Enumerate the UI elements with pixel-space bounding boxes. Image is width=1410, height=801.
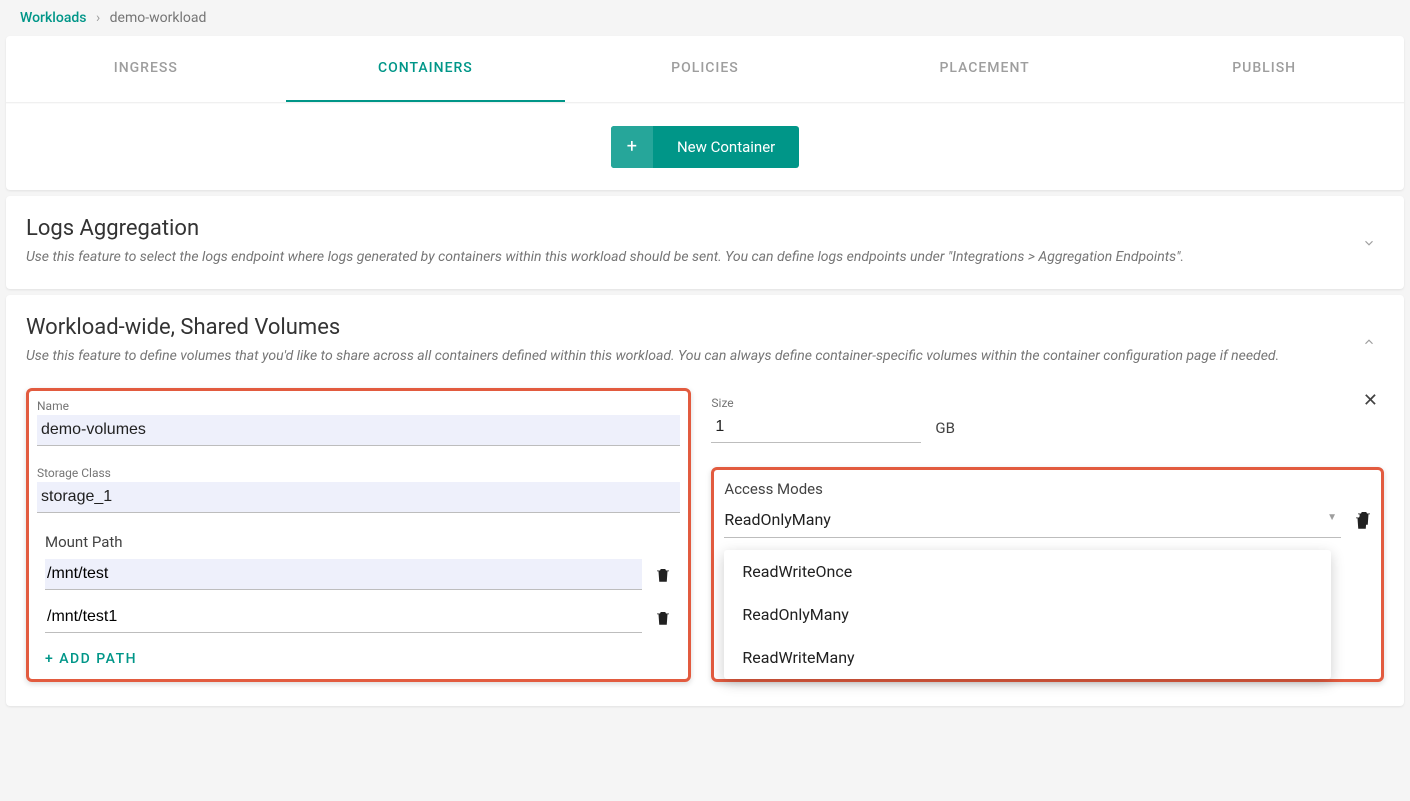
- logs-aggregation-section: Logs Aggregation Use this feature to sel…: [6, 196, 1404, 289]
- volumes-desc: Use this feature to define volumes that …: [26, 348, 1354, 364]
- plus-icon: +: [611, 126, 653, 168]
- access-modes-label: Access Modes: [724, 480, 1371, 498]
- caret-down-icon: ▼: [1327, 512, 1337, 523]
- chevron-down-icon[interactable]: [1354, 228, 1384, 262]
- storage-class-input[interactable]: [37, 482, 680, 513]
- add-path-button[interactable]: + ADD PATH: [45, 645, 672, 667]
- access-option-readwritemany[interactable]: ReadWriteMany: [724, 636, 1331, 679]
- breadcrumb: Workloads › demo-workload: [0, 0, 1410, 36]
- volume-left-panel: Name Storage Class Mount Path: [26, 388, 691, 682]
- breadcrumb-separator: ›: [96, 10, 100, 26]
- tabs-panel: INGRESS CONTAINERS POLICIES PLACEMENT PU…: [6, 36, 1404, 190]
- mount-path-input-1[interactable]: [45, 602, 642, 633]
- breadcrumb-current: demo-workload: [110, 10, 207, 26]
- mount-path-label: Mount Path: [45, 533, 672, 551]
- size-label: Size: [711, 396, 921, 410]
- logs-desc: Use this feature to select the logs endp…: [26, 249, 1354, 265]
- tab-placement[interactable]: PLACEMENT: [845, 36, 1125, 102]
- access-modes-dropdown: ReadWriteOnce ReadOnlyMany ReadWriteMany: [724, 550, 1331, 679]
- trash-icon[interactable]: [1355, 508, 1373, 528]
- new-container-button[interactable]: + New Container: [611, 126, 800, 168]
- size-unit: GB: [935, 419, 955, 443]
- volumes-title: Workload-wide, Shared Volumes: [26, 315, 1354, 340]
- tab-policies[interactable]: POLICIES: [565, 36, 845, 102]
- new-container-row: + New Container: [6, 103, 1404, 190]
- tab-publish[interactable]: PUBLISH: [1124, 36, 1404, 102]
- mount-path-input-0[interactable]: [45, 559, 642, 590]
- size-input[interactable]: [711, 412, 921, 443]
- new-container-label: New Container: [653, 126, 799, 168]
- tab-containers[interactable]: CONTAINERS: [286, 36, 566, 102]
- access-option-readwriteonce[interactable]: ReadWriteOnce: [724, 550, 1331, 593]
- trash-icon[interactable]: [654, 565, 672, 585]
- access-modes-panel: Access Modes ReadOnlyMany ▼: [711, 467, 1384, 682]
- breadcrumb-root[interactable]: Workloads: [20, 10, 86, 26]
- storage-class-label: Storage Class: [37, 466, 680, 480]
- logs-title: Logs Aggregation: [26, 216, 1354, 241]
- volume-right-panel: Size GB Access Modes ReadOnlyMany ▼: [711, 388, 1384, 682]
- close-icon[interactable]: ✕: [1363, 392, 1378, 410]
- access-modes-select[interactable]: ReadOnlyMany ▼: [724, 506, 1341, 538]
- trash-icon[interactable]: [654, 608, 672, 628]
- name-input[interactable]: [37, 415, 680, 446]
- tab-ingress[interactable]: INGRESS: [6, 36, 286, 102]
- access-modes-value: ReadOnlyMany: [724, 510, 1341, 529]
- access-option-readonlymany[interactable]: ReadOnlyMany: [724, 593, 1331, 636]
- shared-volumes-section: Workload-wide, Shared Volumes Use this f…: [6, 295, 1404, 706]
- chevron-up-icon[interactable]: [1354, 327, 1384, 361]
- tabs-row: INGRESS CONTAINERS POLICIES PLACEMENT PU…: [6, 36, 1404, 103]
- name-label: Name: [37, 399, 680, 413]
